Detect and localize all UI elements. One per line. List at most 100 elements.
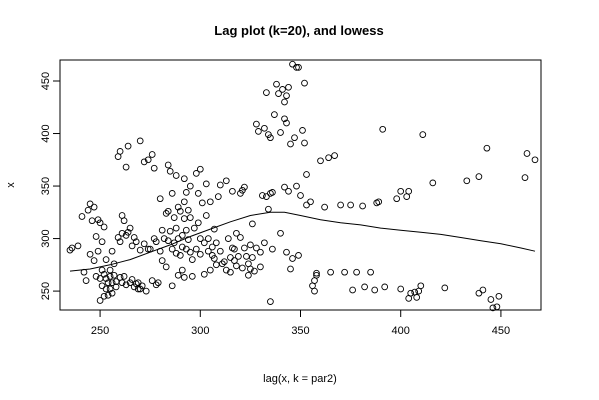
data-point — [200, 239, 208, 247]
data-point — [233, 229, 240, 237]
data-point — [108, 289, 116, 297]
data-point — [180, 215, 188, 222]
data-point — [184, 236, 192, 243]
data-point — [178, 243, 186, 251]
data-point — [196, 235, 204, 242]
data-point — [120, 217, 128, 225]
data-point — [261, 124, 268, 132]
data-point — [98, 266, 106, 274]
x-tick-label: 250 — [91, 325, 109, 337]
data-point — [116, 148, 124, 155]
data-point — [136, 137, 144, 145]
data-point — [192, 245, 200, 253]
data-point — [429, 179, 437, 187]
data-point — [102, 256, 110, 263]
data-point — [152, 238, 160, 246]
data-point — [196, 250, 204, 258]
data-point — [190, 224, 198, 232]
data-point — [285, 83, 292, 91]
data-point — [371, 286, 379, 294]
data-point — [263, 89, 270, 96]
data-point — [202, 180, 210, 188]
data-point — [106, 266, 114, 274]
data-point — [257, 263, 264, 271]
data-point — [162, 263, 170, 271]
data-point — [196, 165, 204, 173]
data-point — [182, 226, 190, 234]
data-point — [251, 267, 258, 275]
data-point — [124, 142, 132, 150]
data-point — [194, 219, 202, 227]
data-point — [100, 223, 108, 231]
data-point — [130, 234, 138, 241]
data-point — [393, 195, 401, 203]
data-point — [281, 183, 288, 191]
data-point — [337, 201, 344, 209]
data-point — [289, 255, 296, 262]
data-point — [166, 227, 174, 235]
data-point — [291, 134, 298, 142]
data-point — [114, 234, 122, 241]
data-point — [128, 276, 136, 283]
data-point — [245, 271, 252, 279]
data-point — [186, 182, 194, 190]
data-point — [275, 90, 282, 97]
data-point — [176, 207, 184, 215]
data-point — [407, 289, 415, 297]
data-point — [100, 270, 108, 278]
data-point — [172, 172, 180, 179]
data-point — [112, 283, 120, 291]
data-point — [192, 170, 200, 177]
y-tick-label: 350 — [40, 177, 52, 195]
data-point — [90, 203, 98, 211]
data-point — [140, 158, 148, 166]
y-axis: 250 300 350 400 450 — [40, 72, 61, 300]
data-point — [98, 238, 106, 246]
data-point — [361, 283, 368, 291]
data-point — [253, 120, 260, 128]
data-point — [287, 140, 294, 148]
y-tick-label: 250 — [40, 282, 52, 300]
data-point — [463, 177, 471, 185]
data-point — [160, 235, 168, 242]
data-point — [210, 255, 218, 262]
data-point — [381, 283, 389, 291]
data-point — [267, 134, 274, 142]
data-point — [198, 199, 206, 207]
data-point — [178, 232, 186, 239]
data-point — [531, 156, 539, 164]
data-point — [239, 264, 246, 272]
data-point — [188, 256, 196, 263]
data-point — [475, 289, 483, 297]
data-point — [134, 279, 142, 287]
data-point — [269, 245, 276, 253]
data-point — [359, 202, 366, 210]
data-point — [100, 292, 108, 300]
data-point — [204, 247, 212, 255]
data-point — [293, 64, 300, 71]
data-point — [144, 156, 152, 164]
data-point — [108, 247, 116, 255]
data-point — [295, 252, 302, 259]
data-point — [261, 239, 268, 247]
data-point — [317, 157, 324, 165]
data-point — [247, 241, 254, 249]
data-point — [182, 189, 190, 196]
data-point — [311, 287, 318, 295]
data-point — [479, 286, 487, 294]
data-point — [166, 167, 174, 175]
data-point — [279, 86, 286, 93]
data-point — [283, 248, 290, 256]
data-point — [263, 193, 270, 200]
data-point — [172, 249, 180, 257]
data-point — [271, 111, 278, 118]
data-point — [218, 260, 226, 268]
data-point — [277, 129, 284, 136]
data-point — [273, 80, 280, 88]
data-point — [493, 303, 501, 311]
data-point — [122, 163, 130, 171]
data-point — [162, 210, 170, 217]
data-point — [150, 164, 158, 172]
data-point — [241, 183, 248, 191]
data-point — [74, 242, 82, 250]
